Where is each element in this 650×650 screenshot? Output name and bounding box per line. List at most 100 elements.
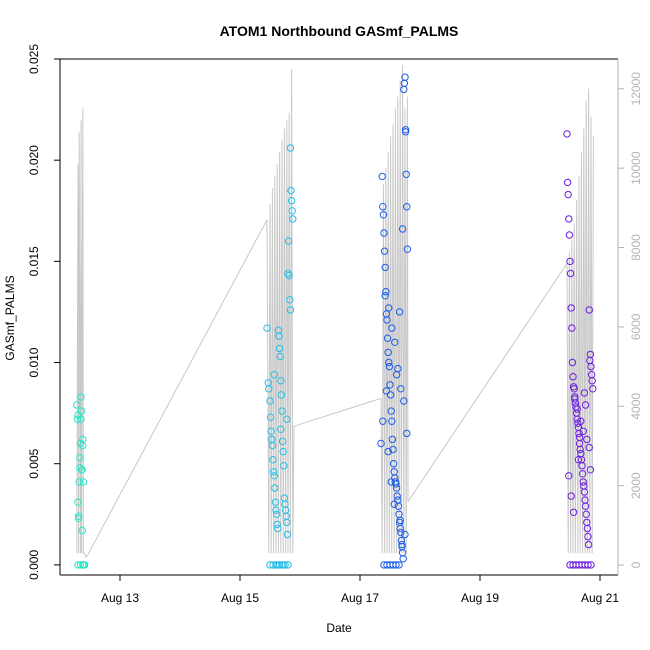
data-point xyxy=(565,215,573,223)
data-point xyxy=(269,456,277,464)
data-point xyxy=(387,478,395,486)
data-point xyxy=(582,510,590,518)
data-point xyxy=(395,561,403,569)
data-point xyxy=(276,352,284,361)
data-point xyxy=(267,427,275,435)
data-point xyxy=(286,296,294,304)
data-point xyxy=(575,433,584,442)
data-point xyxy=(566,257,574,266)
y2-tick-label: 0 xyxy=(629,561,643,568)
y2-tick-label: 6000 xyxy=(629,313,643,340)
data-point xyxy=(74,514,83,522)
data-point xyxy=(397,528,405,537)
altitude-trace xyxy=(566,88,594,554)
data-point xyxy=(563,130,571,138)
altitude-layer xyxy=(76,64,594,559)
data-point xyxy=(384,447,392,456)
data-point xyxy=(77,393,85,401)
data-point xyxy=(385,304,393,312)
data-point xyxy=(396,524,404,533)
data-point xyxy=(285,271,293,280)
data-point xyxy=(265,385,273,393)
data-point xyxy=(283,518,291,527)
y2-tick-label: 8000 xyxy=(629,234,643,261)
data-point xyxy=(585,306,593,314)
data-point xyxy=(401,128,410,136)
data-point xyxy=(575,429,583,438)
data-point xyxy=(392,480,400,488)
data-point xyxy=(381,292,389,300)
data-point xyxy=(586,350,595,359)
x-tick-label: Aug 17 xyxy=(341,591,379,605)
y-tick-label: 0.015 xyxy=(27,246,41,276)
altitude-connector xyxy=(87,219,268,556)
y2-tick-label: 12000 xyxy=(629,72,643,106)
data-point xyxy=(403,429,411,438)
data-point xyxy=(578,462,586,470)
data-point xyxy=(574,456,583,464)
data-point xyxy=(388,324,396,332)
data-point xyxy=(74,512,83,520)
data-point xyxy=(277,391,286,399)
data-point xyxy=(268,441,277,450)
data-point xyxy=(584,540,593,549)
data-point xyxy=(563,178,572,187)
data-point xyxy=(381,263,389,272)
data-point xyxy=(379,417,387,425)
data-point xyxy=(272,510,281,518)
data-point xyxy=(567,492,575,500)
data-point xyxy=(589,385,597,393)
data-point xyxy=(398,549,407,557)
data-point xyxy=(564,190,572,199)
data-point xyxy=(386,381,394,389)
data-point xyxy=(382,387,391,395)
data-point xyxy=(569,373,577,381)
data-point xyxy=(567,304,575,312)
data-point xyxy=(278,407,286,415)
data-point xyxy=(287,196,296,205)
data-point xyxy=(280,494,289,502)
data-point xyxy=(284,237,293,245)
data-point xyxy=(388,435,397,444)
data-point xyxy=(398,225,407,233)
data-point xyxy=(398,540,406,549)
data-point xyxy=(270,472,278,480)
data-point xyxy=(80,561,88,569)
axes-layer: Aug 13 Aug 15 Aug 17 Aug 19 Aug 21 0.000 0.005… xyxy=(27,44,643,605)
data-point xyxy=(395,308,404,316)
data-point xyxy=(391,338,399,346)
altitude-connector xyxy=(407,263,568,502)
data-point xyxy=(382,288,390,296)
data-point xyxy=(269,468,278,476)
x-tick-label: Aug 15 xyxy=(221,591,259,605)
altitude-trace xyxy=(76,108,88,559)
data-point xyxy=(288,207,296,215)
y-axis-label: GASmf_PALMS xyxy=(3,275,17,360)
data-point xyxy=(74,498,82,506)
y-tick-label: 0.000 xyxy=(27,550,41,580)
data-point xyxy=(571,395,579,403)
y2-tick-label: 4000 xyxy=(629,393,643,420)
data-point xyxy=(569,508,578,516)
data-point xyxy=(390,500,398,508)
data-point xyxy=(263,324,271,332)
data-point xyxy=(385,358,393,367)
data-point xyxy=(397,385,405,393)
data-point xyxy=(573,405,581,413)
data-point xyxy=(576,445,584,454)
data-point xyxy=(583,524,592,533)
data-point xyxy=(565,472,573,480)
data-point xyxy=(584,561,592,569)
data-point xyxy=(566,269,575,278)
data-point xyxy=(392,371,401,379)
data-point xyxy=(399,555,407,563)
data-point xyxy=(587,362,595,371)
data-point xyxy=(271,498,280,506)
data-point xyxy=(579,427,587,435)
data-point xyxy=(585,443,593,452)
data-point xyxy=(275,561,284,569)
data-point xyxy=(388,417,396,425)
data-point xyxy=(586,466,595,474)
data-point xyxy=(580,488,589,496)
x-tick-label: Aug 13 xyxy=(101,591,139,605)
